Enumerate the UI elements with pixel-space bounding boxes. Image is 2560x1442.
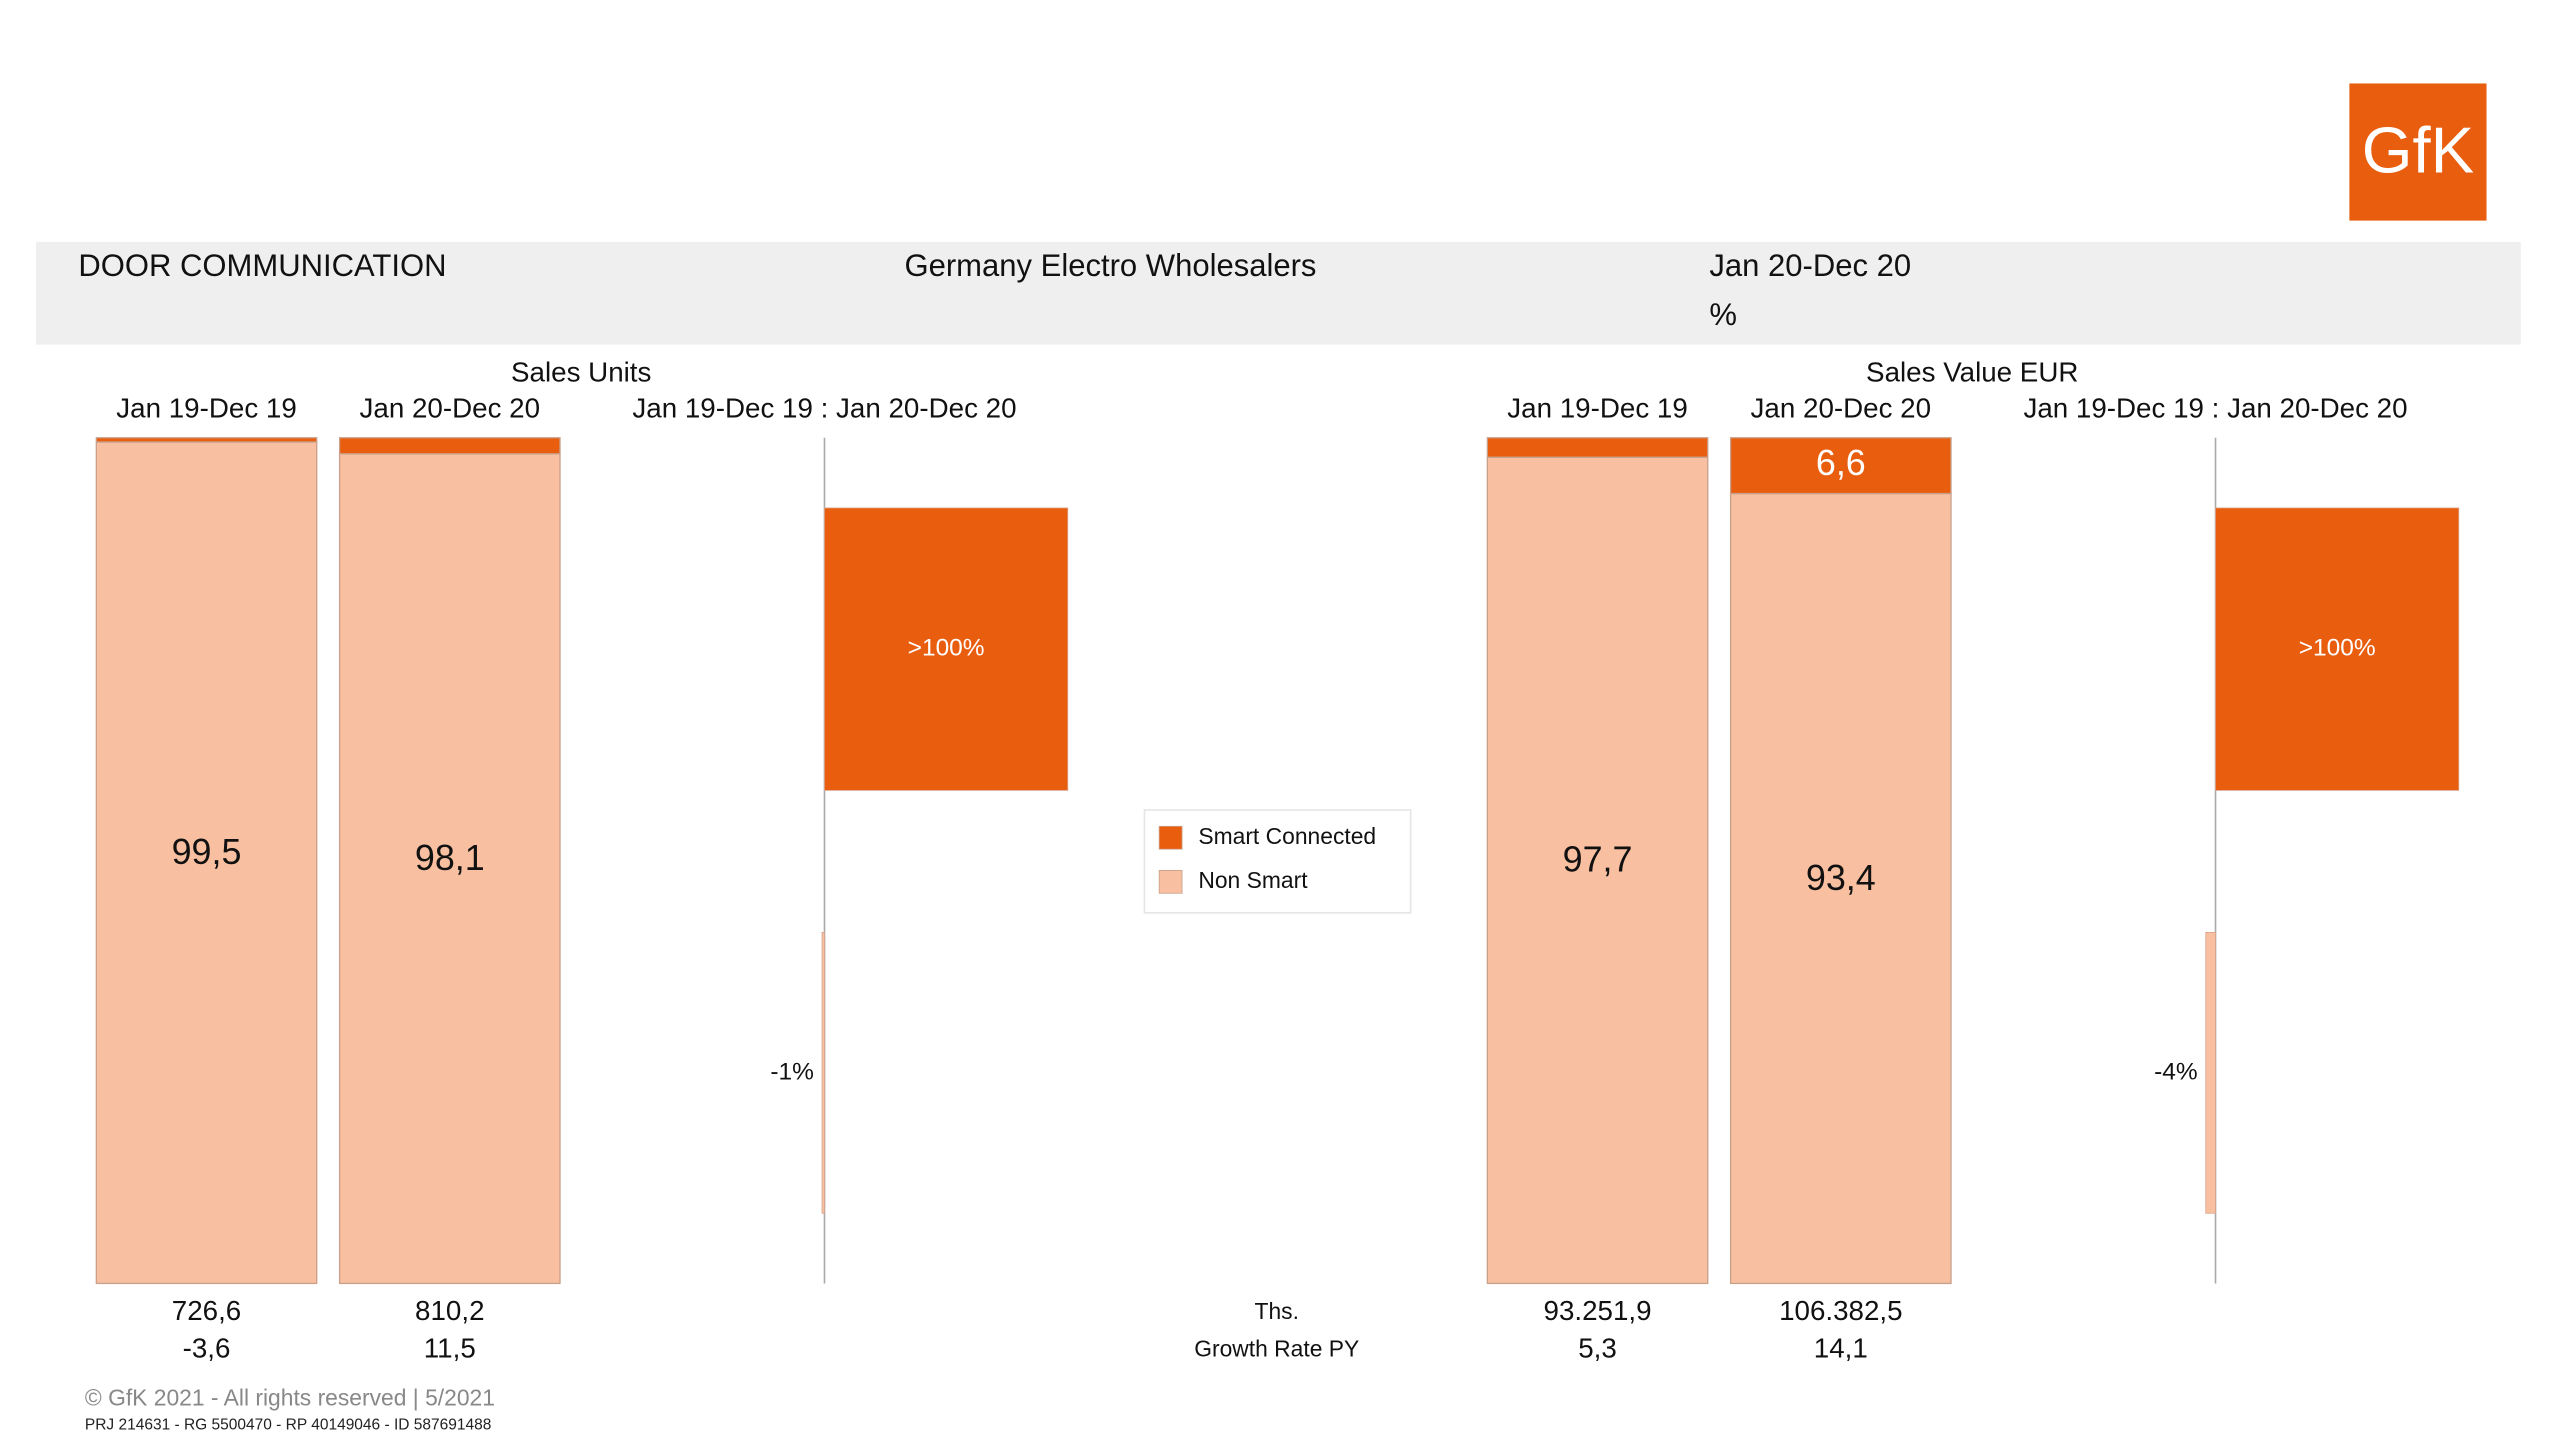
total-label: 810,2 (415, 1295, 484, 1326)
category-label: Jan 19-Dec 19 (116, 392, 296, 423)
panel-title: Sales Value EUR (1866, 356, 2078, 387)
total-label: 106.382,5 (1779, 1295, 1902, 1326)
total-label: 93.251,9 (1544, 1295, 1652, 1326)
growth-label: >100% (908, 635, 985, 662)
row-label: Growth Rate PY (1194, 1335, 1359, 1361)
growth-bar (2215, 507, 2460, 791)
bar-segment (1486, 437, 1709, 458)
growth-bar (824, 507, 1069, 791)
bar-segment (338, 453, 561, 1285)
growth-bar (821, 932, 825, 1214)
growth-py-label: 14,1 (1814, 1333, 1868, 1364)
bar-segment (1486, 456, 1709, 1285)
logo-box (2349, 83, 2487, 221)
bar-segment (95, 437, 318, 443)
header-period: Jan 20-Dec 20 (1709, 248, 1911, 283)
legend-box (1143, 809, 1412, 914)
header-unit: % (1709, 297, 1737, 332)
bar-segment (95, 441, 318, 1285)
growth-bar (2205, 932, 2216, 1214)
growth-label: -4% (2154, 1058, 2198, 1085)
legend-swatch (1158, 869, 1183, 894)
segment-label: 98,1 (415, 837, 485, 878)
panel-title: Sales Units (511, 356, 651, 387)
header-market: Germany Electro Wholesalers (904, 248, 1316, 283)
legend-label: Smart Connected (1198, 823, 1376, 849)
category-label: Jan 20-Dec 20 (1751, 392, 1931, 423)
segment-label: 6,6 (1816, 442, 1866, 483)
header-band (35, 241, 2521, 345)
legend-swatch (1158, 825, 1183, 850)
bar-segment (1729, 437, 1952, 495)
growth-title: Jan 19-Dec 19 : Jan 20-Dec 20 (632, 392, 1016, 423)
footer-copyright: © GfK 2021 - All rights reserved | 5/202… (85, 1384, 495, 1410)
row-label: Ths. (1255, 1298, 1299, 1324)
growth-py-label: 11,5 (424, 1333, 476, 1364)
bar-segment (1729, 492, 1952, 1285)
segment-label: 97,7 (1563, 839, 1633, 880)
total-label: 726,6 (172, 1295, 241, 1326)
bar-segment (338, 437, 561, 455)
logo: GfK (2362, 114, 2474, 187)
segment-label: 99,5 (172, 831, 242, 872)
legend-label: Non Smart (1198, 867, 1308, 893)
category-label: Jan 19-Dec 19 (1507, 392, 1687, 423)
growth-py-label: -3,6 (183, 1333, 231, 1364)
growth-label: -1% (770, 1058, 814, 1085)
segment-label: 93,4 (1806, 857, 1876, 898)
legend (1143, 809, 1412, 914)
growth-label: >100% (2299, 635, 2376, 662)
footer-ids: PRJ 214631 - RG 5500470 - RP 40149046 - … (85, 1417, 491, 1434)
category-label: Jan 20-Dec 20 (360, 392, 540, 423)
header-title: DOOR COMMUNICATION (78, 248, 446, 283)
growth-title: Jan 19-Dec 19 : Jan 20-Dec 20 (2023, 392, 2407, 423)
growth-py-label: 5,3 (1578, 1333, 1617, 1364)
